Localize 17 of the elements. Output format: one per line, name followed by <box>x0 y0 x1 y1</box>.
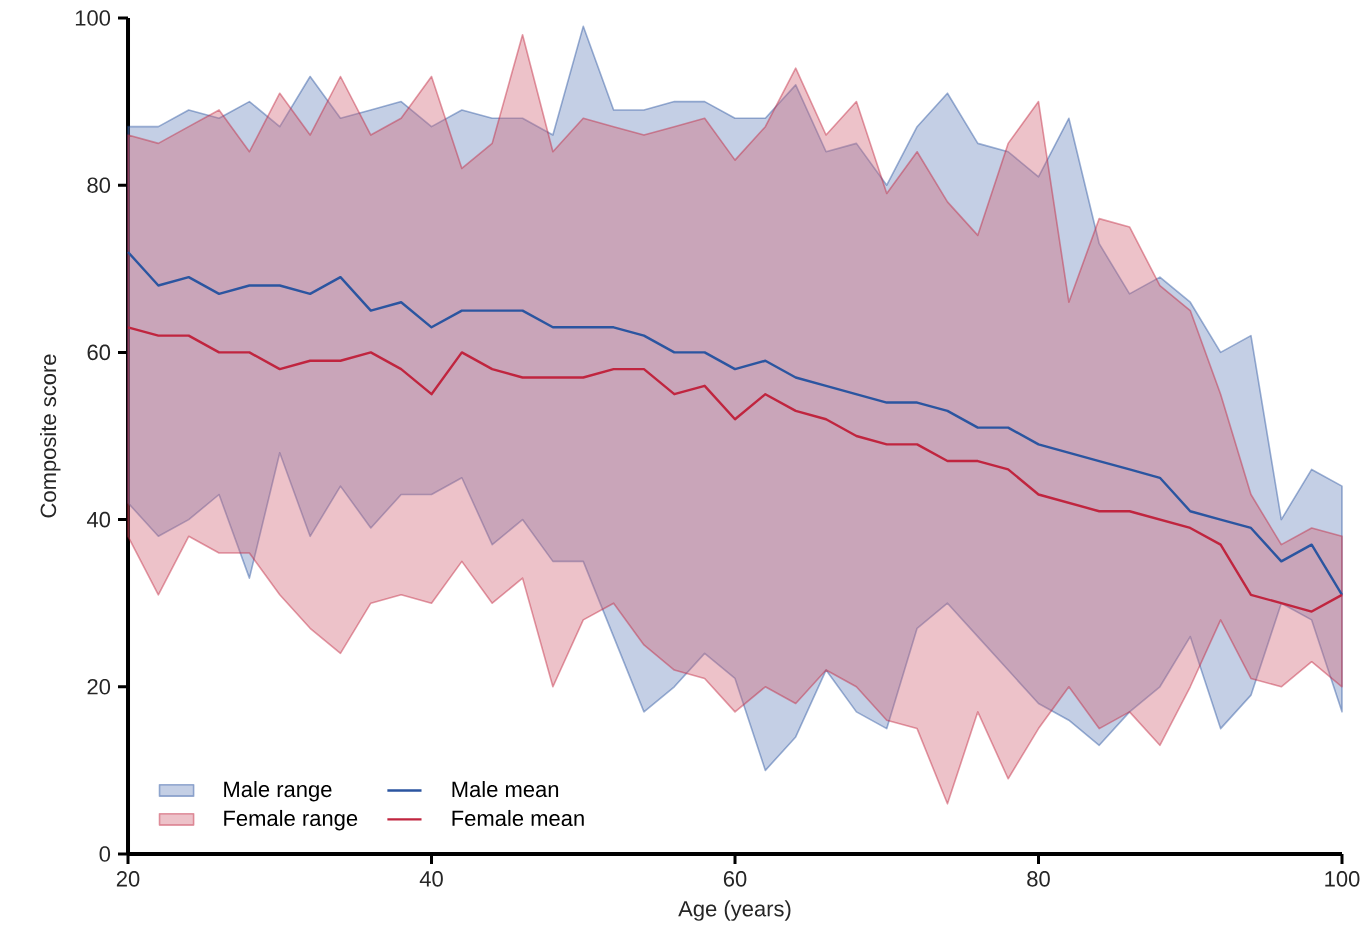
y-axis-title: Composite score <box>40 354 61 518</box>
y-tick-label: 0 <box>99 846 111 862</box>
x-tick-label: 100 <box>1325 871 1360 887</box>
y-tick-label: 40 <box>86 511 111 528</box>
annotation: Female range <box>224 809 358 831</box>
x-tick-label: 80 <box>1027 871 1050 887</box>
legend-label: Female mean <box>452 809 584 827</box>
x-tick-label: 20 <box>116 871 140 887</box>
y-tick-label: 60 <box>87 344 111 361</box>
y-tick-label: 80 <box>87 177 111 193</box>
x-tick-label: 60 <box>723 871 747 887</box>
x-axis-title: Age (years) <box>678 900 791 921</box>
y-tick-label: 100 <box>75 10 111 26</box>
annotation: Male range <box>224 780 332 802</box>
legend-label: Male mean <box>452 780 559 798</box>
y-tick-label: 20 <box>87 679 111 695</box>
x-tick-label: 40 <box>419 871 443 887</box>
